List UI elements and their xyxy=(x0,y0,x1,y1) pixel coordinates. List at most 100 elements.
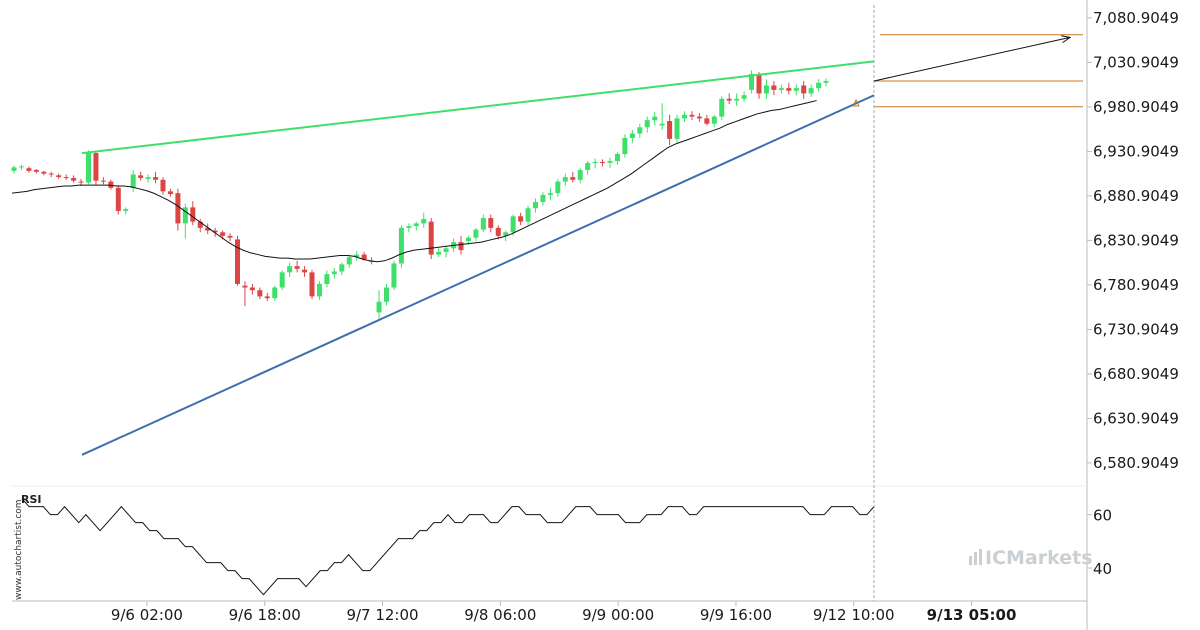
candle-body xyxy=(309,272,315,297)
candle-body xyxy=(48,173,54,175)
candle-body xyxy=(503,232,509,236)
candle-body xyxy=(197,221,203,228)
y-tick-label: 6,630.9049 xyxy=(1093,409,1179,427)
autochartist-watermark: www.autochartist.com xyxy=(14,499,24,600)
candle-body xyxy=(756,73,762,94)
candle-body xyxy=(33,170,39,172)
candle-body xyxy=(331,271,337,275)
candle-body xyxy=(212,230,218,233)
candle-body xyxy=(741,95,747,99)
candle-body xyxy=(428,221,434,255)
candle-body xyxy=(600,161,606,163)
candle-body xyxy=(205,227,211,231)
x-tick-label: 9/6 18:00 xyxy=(229,606,301,624)
candle-body xyxy=(264,296,270,299)
x-tick-label: 9/6 02:00 xyxy=(111,606,183,624)
candle-body xyxy=(190,207,196,222)
candle-body xyxy=(145,177,151,179)
candle-body xyxy=(108,181,114,188)
moving-average-line xyxy=(11,100,817,263)
candle-body xyxy=(629,133,635,138)
candle-body xyxy=(175,193,181,224)
candle-body xyxy=(659,123,665,126)
candle-body xyxy=(696,116,702,119)
candle-body xyxy=(570,177,576,180)
candle-body xyxy=(182,207,188,224)
candle-body xyxy=(458,242,464,251)
candle-body xyxy=(354,254,360,258)
candle-body xyxy=(644,120,650,128)
candle-body xyxy=(406,226,412,228)
y-tick-label: 6,680.9049 xyxy=(1093,365,1179,383)
candle-body xyxy=(71,178,77,181)
candle-body xyxy=(384,287,389,302)
candle-body xyxy=(324,274,330,284)
y-tick-label: 7,030.9049 xyxy=(1093,53,1179,71)
candle-body xyxy=(11,167,17,171)
candle-body xyxy=(249,287,255,291)
x-tick-label: 9/13 05:00 xyxy=(927,606,1017,624)
candle-body xyxy=(465,237,471,242)
candle-body xyxy=(801,85,807,94)
support-trendline xyxy=(81,94,875,456)
candle-body xyxy=(518,216,524,222)
candle-body xyxy=(361,254,367,260)
candle-body xyxy=(398,227,404,264)
candle-body xyxy=(257,290,263,297)
candle-body xyxy=(525,208,531,222)
candle-body xyxy=(555,181,561,194)
candle-body xyxy=(160,179,166,192)
candle-body xyxy=(808,88,814,94)
candle-body xyxy=(734,98,740,101)
candle-body xyxy=(674,118,680,139)
rsi-tick-label: 40 xyxy=(1093,560,1112,578)
candle-body xyxy=(771,85,777,90)
candle-body xyxy=(413,223,419,227)
projection-arrow xyxy=(873,36,1071,82)
x-tick-label: 9/9 00:00 xyxy=(582,606,654,624)
icmarkets-logo-icon: ICMarkets xyxy=(969,547,1093,569)
candle-body xyxy=(749,73,755,90)
candle-body xyxy=(592,161,598,163)
candle-body xyxy=(100,180,106,182)
candle-body xyxy=(793,88,799,91)
resistance-trendline xyxy=(81,60,875,155)
rsi-tick-label: 60 xyxy=(1093,507,1112,525)
y-tick-label: 6,580.9049 xyxy=(1093,454,1179,472)
x-tick-label: 9/9 16:00 xyxy=(700,606,772,624)
candle-body xyxy=(123,209,129,211)
candle-body xyxy=(495,227,501,236)
candle-body xyxy=(443,248,449,252)
pattern-marker-icon xyxy=(852,98,860,107)
x-tick-label: 9/8 06:00 xyxy=(464,606,536,624)
candle-body xyxy=(302,269,308,273)
candle-body xyxy=(421,218,427,224)
candle-body xyxy=(115,187,121,211)
candle-body xyxy=(622,137,628,154)
candle-body xyxy=(682,114,687,119)
candle-body xyxy=(480,218,486,230)
candle-body xyxy=(279,272,285,288)
y-tick-label: 7,080.9049 xyxy=(1093,9,1179,27)
candle-body xyxy=(763,85,769,94)
candle-body xyxy=(272,287,278,299)
candle-body xyxy=(533,202,538,209)
candle-body xyxy=(436,251,442,255)
candle-body xyxy=(294,266,300,269)
y-tick-label: 6,730.9049 xyxy=(1093,320,1179,338)
candle-body xyxy=(473,229,479,238)
x-tick-label: 9/12 10:00 xyxy=(813,606,895,624)
x-tick-label: 9/7 12:00 xyxy=(346,606,418,624)
candle-body xyxy=(376,301,382,313)
rsi-line xyxy=(21,498,875,596)
y-tick-label: 6,880.9049 xyxy=(1093,187,1179,205)
candle-body xyxy=(41,171,47,174)
candle-body xyxy=(652,116,658,121)
candle-body xyxy=(778,88,784,90)
arrow-head-icon xyxy=(1061,35,1072,44)
price-chart: 7,080.9049 7,030.9049 6,980.9049 6,930.9049… xyxy=(11,0,1179,630)
candle-body xyxy=(786,88,792,91)
candle-body xyxy=(689,114,695,117)
candle-body xyxy=(726,98,732,101)
